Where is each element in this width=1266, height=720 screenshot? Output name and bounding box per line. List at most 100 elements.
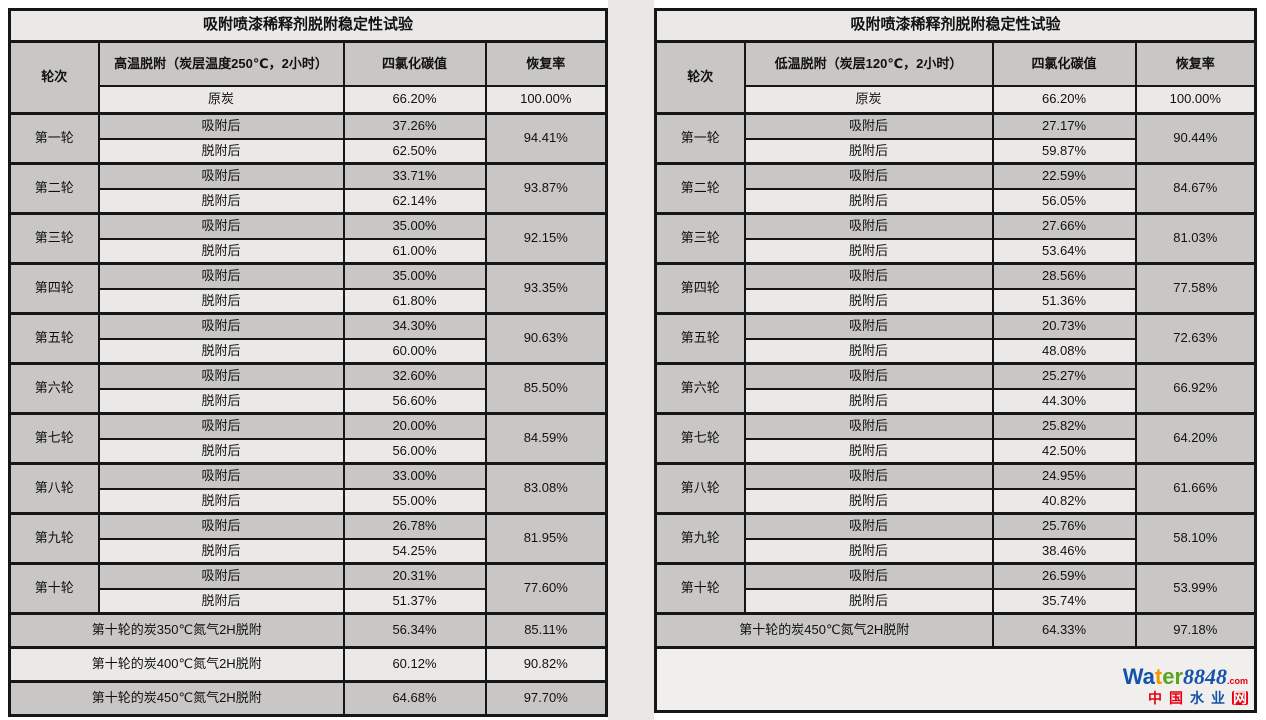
phase-label-adsorbed: 吸附后 [743, 212, 994, 240]
round-label: 第十轮 [8, 562, 100, 615]
phase-label-adsorbed: 吸附后 [97, 562, 345, 590]
wordmark-segment: 8848 [1183, 663, 1228, 689]
phase-label-adsorbed: 吸附后 [97, 362, 345, 390]
round-label: 第一轮 [654, 112, 746, 165]
ccl4-value-adsorbed: 35.00% [342, 212, 487, 240]
low-temp-panel: 吸附喷漆稀释剂脱附稳定性试验 轮次 低温脱附（炭层120℃，2小时） 四氯化碳值… [654, 0, 1266, 720]
base-recovery-value: 100.00% [1134, 85, 1257, 115]
phase-label-adsorbed: 吸附后 [743, 162, 994, 190]
recovery-value: 94.41% [484, 112, 608, 165]
round-label: 第一轮 [8, 112, 100, 165]
recovery-value: 92.15% [484, 212, 608, 265]
low-temp-desorption-table: 吸附喷漆稀释剂脱附稳定性试验 轮次 低温脱附（炭层120℃，2小时） 四氯化碳值… [654, 8, 1258, 713]
ccl4-value-adsorbed: 27.66% [991, 212, 1137, 240]
ccl4-value-adsorbed: 35.00% [342, 262, 487, 290]
phase-label-desorbed: 脱附后 [743, 488, 994, 515]
phase-label-desorbed: 脱附后 [97, 138, 345, 165]
phase-label-adsorbed: 吸附后 [743, 412, 994, 440]
column-header-round: 轮次 [654, 40, 746, 115]
ccl4-value-desorbed: 56.05% [991, 188, 1137, 215]
recovery-value: 93.87% [484, 162, 608, 215]
ccl4-value-adsorbed: 33.71% [342, 162, 487, 190]
phase-label-desorbed: 脱附后 [97, 188, 345, 215]
round-label: 第三轮 [654, 212, 746, 265]
ccl4-value-desorbed: 42.50% [991, 438, 1137, 465]
phase-label-adsorbed: 吸附后 [743, 562, 994, 590]
phase-label-desorbed: 脱附后 [97, 488, 345, 515]
phase-label-desorbed: 脱附后 [743, 588, 994, 615]
phase-label-adsorbed: 吸附后 [743, 362, 994, 390]
phase-label-desorbed: 脱附后 [97, 538, 345, 565]
round-label: 第七轮 [654, 412, 746, 465]
round-label: 第二轮 [8, 162, 100, 215]
recovery-value: 93.35% [484, 262, 608, 315]
high-temp-panel: 吸附喷漆稀释剂脱附稳定性试验 轮次 高温脱附（炭层温度250℃，2小时） 四氯化… [0, 0, 609, 720]
recovery-value: 90.63% [484, 312, 608, 365]
phase-label-desorbed: 脱附后 [743, 288, 994, 315]
round-label: 第五轮 [654, 312, 746, 365]
recovery-value: 53.99% [1134, 562, 1257, 615]
table-title: 吸附喷漆稀释剂脱附稳定性试验 [8, 8, 608, 43]
recovery-value: 64.20% [1134, 412, 1257, 465]
round-label: 第十轮 [654, 562, 746, 615]
tagline-char: 水 [1190, 689, 1205, 706]
ccl4-value-adsorbed: 37.26% [342, 112, 487, 140]
round-label: 第六轮 [8, 362, 100, 415]
ccl4-value-adsorbed: 26.59% [991, 562, 1137, 590]
footer-recovery-value: 97.18% [1134, 612, 1257, 649]
tagline-char: 中 [1148, 689, 1163, 706]
column-header-ccl4: 四氯化碳值 [991, 40, 1137, 87]
recovery-value: 85.50% [484, 362, 608, 415]
ccl4-value-desorbed: 61.80% [342, 288, 487, 315]
recovery-value: 77.60% [484, 562, 608, 615]
ccl4-value-desorbed: 55.00% [342, 488, 487, 515]
recovery-value: 66.92% [1134, 362, 1257, 415]
base-recovery-value: 100.00% [484, 85, 608, 115]
ccl4-value-adsorbed: 25.76% [991, 512, 1137, 540]
footer-label: 第十轮的炭450℃氮气2H脱附 [654, 612, 994, 649]
high-temp-desorption-table: 吸附喷漆稀释剂脱附稳定性试验 轮次 高温脱附（炭层温度250℃，2小时） 四氯化… [8, 8, 609, 717]
round-label: 第八轮 [8, 462, 100, 515]
ccl4-value-desorbed: 56.00% [342, 438, 487, 465]
phase-label-adsorbed: 吸附后 [97, 312, 345, 340]
ccl4-value-adsorbed: 33.00% [342, 462, 487, 490]
base-ccl4-value: 66.20% [991, 85, 1137, 115]
column-header-condition: 高温脱附（炭层温度250℃，2小时） [97, 40, 345, 87]
footer-label: 第十轮的炭350℃氮气2H脱附 [8, 612, 345, 649]
ccl4-value-desorbed: 62.50% [342, 138, 487, 165]
ccl4-value-adsorbed: 20.00% [342, 412, 487, 440]
phase-label-desorbed: 脱附后 [97, 438, 345, 465]
water8848-wordmark: Water8848.com [1123, 663, 1248, 689]
wordmark-segment: t [1154, 663, 1163, 689]
phase-label-adsorbed: 吸附后 [97, 412, 345, 440]
wordmark-segment: er [1162, 663, 1184, 689]
column-header-recovery: 恢复率 [1134, 40, 1257, 87]
ccl4-value-desorbed: 54.25% [342, 538, 487, 565]
base-ccl4-value: 66.20% [342, 85, 487, 115]
phase-label-desorbed: 脱附后 [97, 288, 345, 315]
round-label: 第九轮 [8, 512, 100, 565]
ccl4-value-adsorbed: 20.73% [991, 312, 1137, 340]
tagline-char: 国 [1169, 689, 1184, 706]
water8848-logo: Water8848.com 中国水业网 [1123, 663, 1249, 706]
ccl4-value-adsorbed: 22.59% [991, 162, 1137, 190]
tagline-char: 网 [1232, 689, 1249, 706]
column-header-condition: 低温脱附（炭层120℃，2小时） [743, 40, 994, 87]
phase-label-desorbed: 脱附后 [743, 388, 994, 415]
phase-label-desorbed: 脱附后 [743, 238, 994, 265]
recovery-value: 61.66% [1134, 462, 1257, 515]
footer-recovery-value: 90.82% [484, 646, 608, 683]
ccl4-value-adsorbed: 20.31% [342, 562, 487, 590]
recovery-value: 83.08% [484, 462, 608, 515]
phase-label-adsorbed: 吸附后 [97, 512, 345, 540]
footer-label: 第十轮的炭400℃氮气2H脱附 [8, 646, 345, 683]
ccl4-value-adsorbed: 27.17% [991, 112, 1137, 140]
footer-ccl4-value: 64.33% [991, 612, 1137, 649]
round-label: 第四轮 [654, 262, 746, 315]
footer-recovery-value: 85.11% [484, 612, 608, 649]
ccl4-value-adsorbed: 26.78% [342, 512, 487, 540]
ccl4-value-desorbed: 40.82% [991, 488, 1137, 515]
watermark-cell: Water8848.com 中国水业网 [654, 646, 1257, 713]
phase-label-adsorbed: 吸附后 [97, 212, 345, 240]
ccl4-value-desorbed: 61.00% [342, 238, 487, 265]
